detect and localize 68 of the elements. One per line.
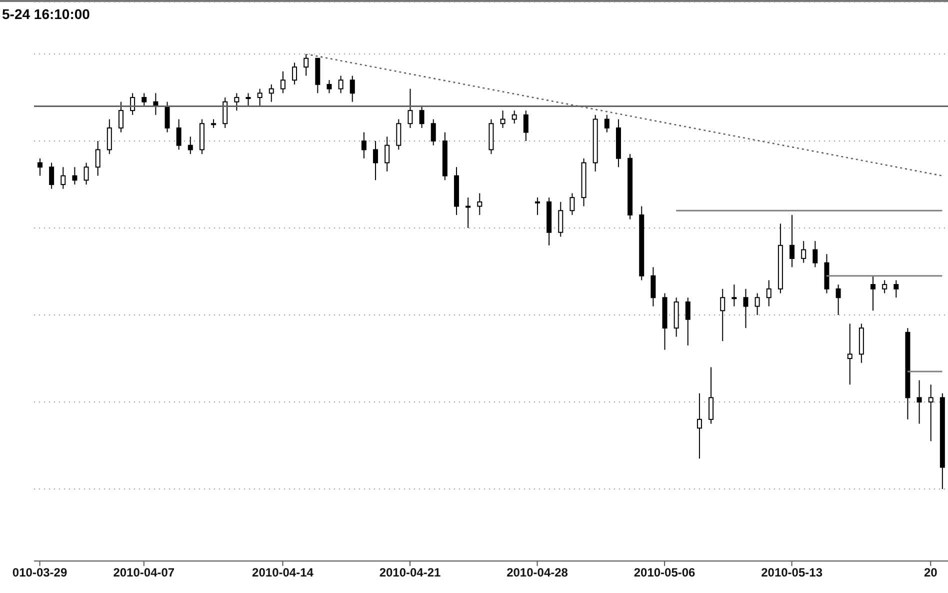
candlestick xyxy=(338,75,344,94)
candlestick xyxy=(234,92,240,112)
candlestick xyxy=(373,140,378,181)
candlestick xyxy=(304,54,309,76)
candlestick xyxy=(384,136,390,172)
candlestick xyxy=(801,240,806,264)
candlestick xyxy=(720,288,726,342)
candlestick xyxy=(766,280,772,307)
x-tick-label: 2010-04-21 xyxy=(379,566,442,580)
candlestick xyxy=(882,280,888,294)
x-tick-label: 2010-05-06 xyxy=(634,566,696,580)
x-tick-label: 20 xyxy=(924,566,938,580)
candlestick xyxy=(790,214,795,268)
candlestick xyxy=(523,110,528,142)
candlestick xyxy=(870,275,876,312)
candlestick xyxy=(534,197,540,216)
candlestick xyxy=(916,380,922,424)
candlestick xyxy=(754,292,760,316)
candlestick xyxy=(188,136,193,155)
candlestick xyxy=(477,192,482,216)
candlestick xyxy=(257,88,262,107)
candlestick xyxy=(361,132,366,159)
candlestick xyxy=(928,384,934,442)
candlestick xyxy=(164,101,170,133)
candlestick xyxy=(118,101,124,133)
candlestick xyxy=(130,92,136,116)
candlestick xyxy=(419,106,424,128)
x-tick-label: 2010-04-07 xyxy=(113,566,175,580)
candlestick xyxy=(847,323,852,386)
candlestick xyxy=(696,392,702,460)
candlestick xyxy=(558,201,564,238)
candlestick xyxy=(466,197,471,228)
candlestick xyxy=(500,110,506,128)
candlestick xyxy=(326,80,332,94)
x-tick-label: 2010-05-13 xyxy=(761,566,823,580)
candlestick xyxy=(84,162,89,185)
candlestick xyxy=(60,166,66,190)
candlestick xyxy=(732,284,737,307)
candlestick xyxy=(396,118,402,150)
candlestick xyxy=(894,280,899,298)
candlestick xyxy=(142,92,147,107)
candlestick xyxy=(176,118,182,150)
candlestick xyxy=(408,88,413,128)
candlestick xyxy=(246,92,251,107)
candlestick xyxy=(268,84,274,102)
candlestick xyxy=(38,158,42,176)
candlestick xyxy=(430,118,436,146)
candlestick xyxy=(280,70,286,94)
candlestick xyxy=(836,284,841,316)
candlestick xyxy=(604,114,610,133)
candlestick xyxy=(685,297,690,346)
chart-title: 5-24 16:10:00 xyxy=(2,6,90,22)
candlestick xyxy=(743,288,748,329)
x-tick-label: 010-03-29 xyxy=(12,566,68,580)
candlestick xyxy=(812,240,818,268)
x-tick-label: 2010-04-28 xyxy=(506,566,568,580)
candlestick xyxy=(512,110,517,124)
candlestick xyxy=(650,266,656,307)
candlestick xyxy=(708,366,714,424)
candlestick xyxy=(292,62,298,85)
candlestick xyxy=(95,140,100,176)
candlestick xyxy=(106,118,112,155)
candlestick xyxy=(570,192,575,216)
candlestick xyxy=(49,162,54,190)
candlestick xyxy=(72,166,78,185)
candlestick xyxy=(350,75,355,102)
candlestick xyxy=(222,97,228,128)
x-tick-label: 2010-04-14 xyxy=(252,566,314,580)
